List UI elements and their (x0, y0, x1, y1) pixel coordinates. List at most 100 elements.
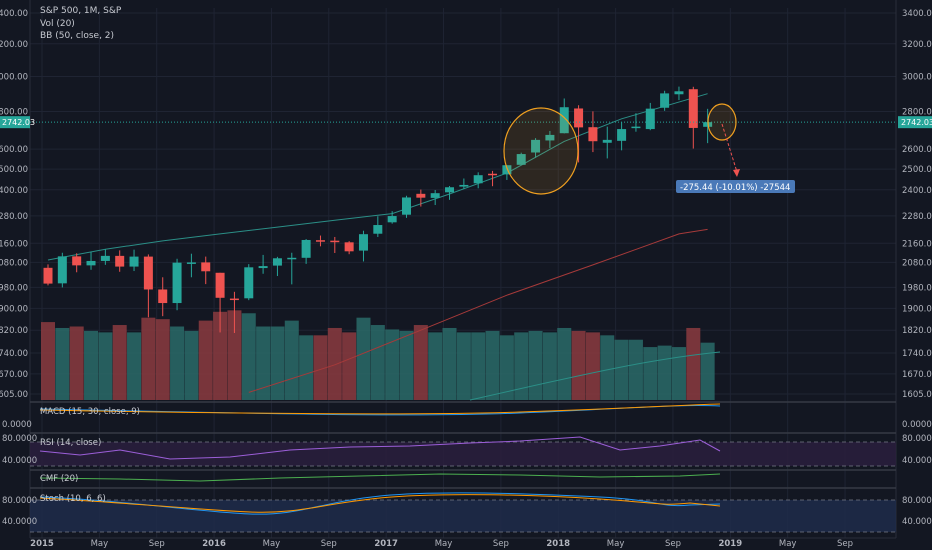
volume-bar (284, 320, 299, 400)
left-axis-tick-label: 2400.00 (0, 186, 28, 196)
time-axis: 2015 May Sep 2016 May Sep 2017 May Sep 2018 May Sep… (30, 539, 853, 549)
right-axis-tick-label: 3400.00 (902, 9, 932, 19)
volume-bar (370, 325, 385, 400)
candle-body (86, 260, 96, 266)
volume-bar (471, 332, 486, 400)
candle-body (258, 266, 268, 269)
indicator-left-tick-label: 0.0000 (2, 420, 32, 430)
bollinger-legend[interactable]: BB (50, close, 2) (40, 31, 115, 41)
rsi-line (39, 436, 721, 460)
volume-bar (241, 313, 256, 400)
highlight-circle-current (707, 103, 737, 141)
right-axis-tick-label: 2280.00 (902, 212, 932, 222)
volume-bar (342, 332, 357, 400)
left-axis-tick-label: 1740.00 (0, 349, 28, 359)
current-price-tag-right (898, 116, 932, 129)
time-axis-tick-label: 2017 (374, 539, 398, 549)
left-axis-tick-label: 2280.00 (0, 212, 28, 222)
candle-body (215, 272, 225, 298)
macd-legend[interactable]: MACD (15, 30, close, 9) (40, 407, 140, 417)
volume-bar (542, 332, 557, 400)
measure-arrowhead (733, 169, 740, 177)
candle-body (358, 234, 368, 251)
cmf-legend[interactable]: CMF (20) (40, 474, 79, 484)
candle-body (445, 187, 455, 193)
time-axis-tick-label: Sep (321, 539, 337, 549)
candle-body (402, 197, 411, 215)
candle-body (516, 154, 526, 165)
time-axis-tick-label: May (435, 539, 453, 549)
left-axis-tick-label: 1900.00 (0, 304, 28, 314)
macd-signal-line (39, 403, 721, 415)
right-axis-tick-label: 1670.00 (902, 370, 932, 380)
candle-body (617, 129, 627, 141)
volume-bar (141, 317, 156, 400)
stoch-legend[interactable]: Stoch (10, 6, 6) (40, 494, 106, 504)
volume-bar (399, 330, 414, 400)
bollinger-basis-line (248, 228, 708, 393)
candle-body (158, 289, 168, 304)
indicator-right-tick-label: 80.0000 (902, 496, 932, 506)
price-axes: 3400.00 3400.00 3200.00 3200.00 3000.00 3000.… (0, 9, 932, 527)
rsi-legend[interactable]: RSI (14, close) (40, 438, 102, 448)
volume-legend[interactable]: Vol (20) (40, 19, 75, 29)
price-candles[interactable] (43, 86, 713, 333)
right-axis-tick-label: 1980.00 (902, 283, 932, 293)
indicator-right-tick-label: 40.0000 (902, 517, 932, 527)
candle-body (72, 256, 82, 266)
right-axis-tick-label: 2080.00 (902, 258, 932, 268)
candle-body (674, 91, 684, 95)
candle-body (574, 108, 584, 128)
current-price-tag-left (0, 116, 30, 129)
rsi-band (30, 442, 896, 466)
current-price-label-left: 2742.03 (2, 118, 35, 127)
indicator-left-tick-label: 80.0000 (2, 496, 37, 506)
candle-body (645, 108, 655, 130)
volume-bar (84, 330, 99, 400)
candle-body (430, 193, 440, 198)
time-axis-tick-label: Sep (493, 539, 509, 549)
symbol-legend[interactable]: S&P 500, 1M, S&P (40, 6, 122, 16)
right-axis-tick-label: 2500.00 (902, 165, 932, 175)
candle-body (373, 225, 383, 234)
candle-body (272, 258, 282, 266)
indicator-left-tick-label: 40.0000 (2, 456, 37, 466)
measure-label: -275.44 (-10.01%) -27544 (680, 183, 790, 193)
volume-bar (313, 335, 328, 400)
left-axis-tick-label: 2600.00 (0, 145, 28, 155)
right-axis-tick-label: 2160.00 (902, 239, 932, 249)
volume-bar (485, 330, 500, 400)
volume-bar (213, 311, 228, 400)
candle-body (172, 262, 182, 304)
indicator-right-tick-label: 80.0000 (902, 434, 932, 444)
right-axis-tick-label: 3000.00 (902, 73, 932, 83)
volume-bar (256, 326, 271, 400)
volume-bar (270, 326, 285, 400)
volume-bar (442, 327, 457, 400)
candle-body (186, 262, 196, 264)
indicator-left-tick-label: 40.0000 (2, 517, 37, 527)
measure-line (721, 123, 738, 173)
bollinger-lower-band (469, 351, 721, 401)
time-axis-tick-label: Sep (837, 539, 853, 549)
candle-body (545, 134, 555, 141)
candle-body (43, 267, 53, 284)
volume-bar (428, 332, 443, 400)
left-axis-tick-label: 3400.00 (0, 9, 28, 19)
volume-bar (671, 347, 686, 400)
volume-bar (98, 332, 113, 400)
candle-body (387, 216, 397, 223)
volume-bar (614, 339, 629, 400)
candle-body (631, 126, 641, 129)
candle-body (473, 175, 483, 184)
volume-bar (385, 329, 400, 400)
candle-body (531, 139, 541, 153)
left-axis-tick-label: 2500.00 (0, 165, 28, 175)
indicator-right-tick-label: 40.0000 (902, 456, 932, 466)
volume-bar (643, 347, 658, 400)
drawing-annotations[interactable]: 2742.03 2742.03 -275.44 (-10.01%) -27544 (0, 103, 932, 195)
candle-body (287, 257, 297, 260)
volume-bar (170, 326, 185, 400)
